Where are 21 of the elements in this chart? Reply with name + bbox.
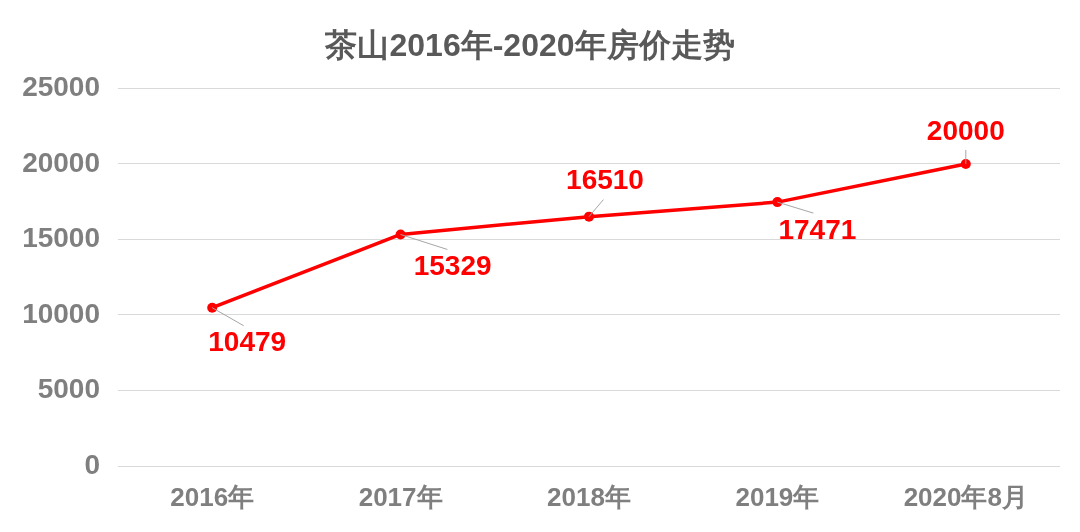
x-tick-label: 2018年 bbox=[547, 482, 631, 513]
data-label: 10479 bbox=[208, 326, 287, 358]
x-tick-label: 2020年8月 bbox=[903, 482, 1028, 513]
x-tick-label: 2019年 bbox=[735, 482, 820, 513]
point bbox=[207, 302, 218, 313]
point bbox=[772, 197, 783, 208]
y-tick-label: 20000 bbox=[22, 146, 100, 178]
y-tick-label: 15000 bbox=[22, 222, 100, 254]
data-label: 17471 bbox=[778, 213, 857, 245]
y-tick-label: 10000 bbox=[22, 297, 100, 329]
point bbox=[960, 158, 971, 169]
y-tick-label: 5000 bbox=[37, 373, 100, 405]
data-label: 16510 bbox=[566, 164, 644, 196]
data-label: 15329 bbox=[413, 250, 492, 282]
x-tick-label: 2017年 bbox=[358, 482, 443, 513]
data-label: 20000 bbox=[926, 114, 1005, 146]
point bbox=[584, 211, 594, 222]
y-tick-label: 0 bbox=[84, 448, 100, 480]
y-tick-label: 25000 bbox=[22, 71, 100, 103]
x-tick-label: 2016年 bbox=[170, 482, 255, 513]
chart-title: 茶山2016年-2020年房价走势 bbox=[324, 27, 735, 64]
